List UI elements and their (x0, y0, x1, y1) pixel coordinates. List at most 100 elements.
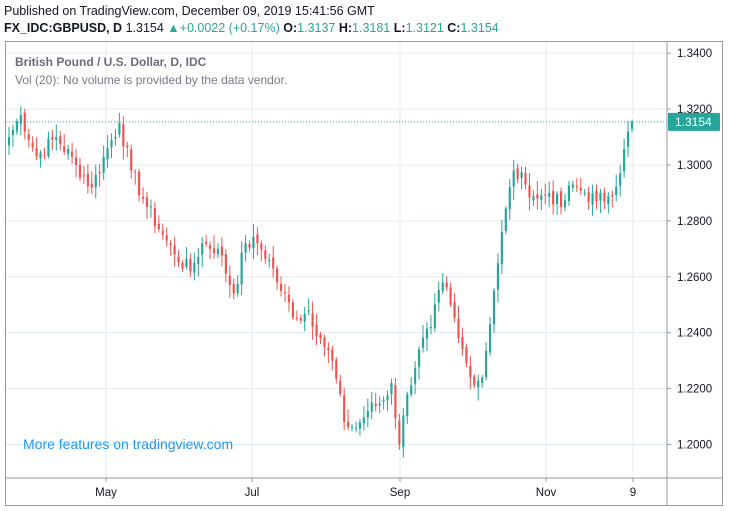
candle-body (51, 137, 54, 140)
y-tick-label: 1.2600 (677, 272, 712, 284)
candle-body (7, 137, 11, 146)
candle-body (86, 173, 89, 187)
candle-body (193, 262, 196, 273)
candle-body (236, 283, 239, 294)
last-price-tag (668, 112, 720, 131)
x-tick-label: 9 (630, 487, 636, 499)
candle-body (603, 192, 606, 202)
candle-body (626, 131, 630, 147)
candle-body (299, 318, 302, 321)
x-tick-label: Jul (245, 487, 260, 499)
candle-body (276, 268, 279, 283)
candle-body (248, 243, 251, 248)
candle-body (571, 184, 574, 188)
candle-body (417, 349, 421, 367)
candle-body (607, 195, 610, 204)
published-info: Published on TradingView.com, December 0… (4, 4, 375, 18)
candle-body (232, 284, 235, 294)
candle-body (39, 152, 42, 159)
candle-body (15, 121, 18, 132)
candle-body (445, 282, 448, 288)
chart-legend: British Pound / U.S. Dollar, D, IDC Vol … (15, 53, 287, 89)
candle-body (126, 145, 129, 148)
candle-body (457, 318, 460, 339)
candle-body (623, 148, 626, 172)
candle-body (94, 174, 97, 188)
candle-body (433, 304, 436, 328)
candle-body (220, 246, 224, 256)
candle-body (520, 172, 523, 179)
candle-body (118, 123, 121, 135)
candle-body (90, 183, 93, 188)
candle-body (548, 192, 551, 197)
candle-body (591, 193, 594, 205)
candle-body (78, 164, 82, 178)
candle-body (31, 142, 34, 148)
candle-body (453, 302, 456, 318)
candle-body (386, 395, 389, 401)
last-price-label: 1.3154 (675, 115, 712, 129)
candle-body (425, 328, 429, 339)
candle-body (532, 196, 535, 201)
candle-body (102, 156, 105, 173)
candle-body (19, 114, 22, 124)
candle-body (59, 136, 62, 145)
candle-body (216, 248, 220, 255)
candle-body (619, 173, 622, 186)
candle-body (327, 347, 330, 351)
candle-body (122, 123, 125, 147)
candle-body (544, 194, 547, 196)
candle-body (347, 421, 350, 427)
candle-body (394, 385, 397, 419)
candle-body (98, 172, 101, 174)
candle-body (181, 262, 184, 269)
candle-body (149, 206, 153, 208)
candle-body (315, 324, 318, 337)
candle-body (272, 257, 275, 269)
candle-body (177, 256, 180, 263)
y-tick-label: 1.2400 (677, 328, 712, 340)
candle-body (161, 231, 164, 235)
open-label: O: (283, 21, 298, 35)
candle-body (469, 366, 472, 378)
low-label: L: (393, 21, 406, 35)
candle-body (165, 235, 168, 241)
candle-body (437, 290, 440, 303)
candle-body (201, 243, 204, 255)
candle-body (390, 382, 393, 395)
candle-body (563, 200, 567, 208)
candle-body (141, 196, 145, 199)
candle-body (43, 154, 46, 156)
candle-body (496, 263, 500, 290)
candle-body (587, 192, 590, 203)
candle-body (240, 252, 243, 285)
candle-body (145, 197, 149, 207)
volume-note: Vol (20): No volume is provided by the d… (15, 73, 288, 87)
candle-body (528, 185, 531, 198)
candle-body (599, 192, 602, 201)
symbol-label: FX_IDC:GBPUSD, D (4, 21, 123, 35)
candle-body (319, 334, 322, 339)
chart-title: British Pound / U.S. Dollar, D, IDC (15, 55, 207, 69)
candle-body (559, 191, 563, 207)
candle-body (461, 337, 464, 349)
promo-link[interactable]: More features on tradingview.com (23, 436, 234, 452)
candle-body (500, 232, 503, 265)
candle-body (421, 337, 425, 348)
x-tick-label: May (95, 487, 117, 499)
candle-body (134, 171, 137, 173)
candle-body (378, 403, 381, 406)
candle-body (130, 149, 133, 171)
candle-body (362, 417, 365, 424)
y-tick-label: 1.2800 (677, 216, 712, 228)
candle-body (114, 136, 117, 139)
candle-body (212, 248, 216, 254)
candle-body (441, 282, 444, 291)
candle-body (197, 257, 200, 265)
high-value: 1.3181 (352, 21, 391, 35)
candle-body (429, 327, 432, 329)
candle-body (74, 157, 78, 165)
close-label: C: (447, 21, 461, 35)
candle-body (449, 287, 452, 305)
